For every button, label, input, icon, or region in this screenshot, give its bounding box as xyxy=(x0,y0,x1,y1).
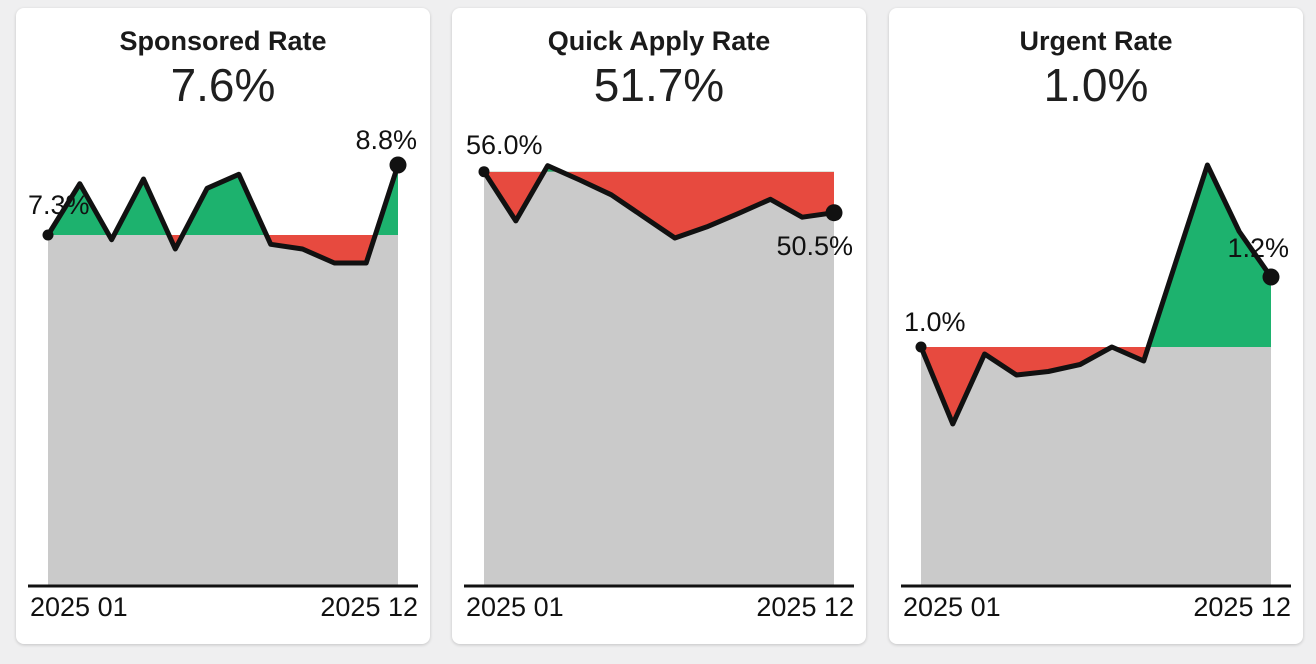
end-point-dot xyxy=(1262,268,1280,286)
above-baseline-area xyxy=(921,165,1271,347)
last-point-label: 8.8% xyxy=(355,125,417,155)
below-baseline-area xyxy=(484,171,834,238)
start-point-dot xyxy=(478,166,490,178)
kpi-card-urgent-rate: Urgent Rate 1.0% 1.0% 1.2% 2025 01 2025 … xyxy=(889,8,1303,644)
end-point-dot xyxy=(389,156,407,174)
x-axis-start-label: 2025 01 xyxy=(466,592,564,622)
x-axis-start-label: 2025 01 xyxy=(30,592,128,622)
start-point-dot xyxy=(915,341,927,353)
above-baseline-area xyxy=(544,165,562,172)
under-line-area xyxy=(921,165,1271,586)
x-axis-start-label: 2025 01 xyxy=(903,592,1001,622)
under-line-area xyxy=(48,165,398,586)
chart-current-value: 7.6% xyxy=(170,59,276,112)
x-axis-end-label: 2025 12 xyxy=(1193,592,1291,622)
last-point-label: 50.5% xyxy=(776,231,853,261)
start-point-dot xyxy=(42,229,54,241)
last-point-label: 1.2% xyxy=(1227,233,1289,263)
chart-title: Urgent Rate xyxy=(1019,26,1173,56)
trend-line xyxy=(918,162,1274,427)
chart-current-value: 51.7% xyxy=(593,59,725,112)
first-point-label: 56.0% xyxy=(466,130,543,160)
below-baseline-area xyxy=(921,347,1271,424)
x-axis-end-label: 2025 12 xyxy=(320,592,418,622)
kpi-card-sponsored-rate: Sponsored Rate 7.6% 7.3% 8.8% 2025 01 20… xyxy=(16,8,430,644)
first-point-label: 7.3% xyxy=(28,190,90,220)
kpi-card-quick-apply-rate: Quick Apply Rate 51.7% 56.0% 50.5% 2025 … xyxy=(452,8,866,644)
chart-current-value: 1.0% xyxy=(1043,59,1149,112)
above-baseline-area xyxy=(48,165,398,235)
first-point-label: 1.0% xyxy=(904,307,966,337)
end-point-dot xyxy=(825,204,843,222)
chart-title: Sponsored Rate xyxy=(119,26,327,56)
below-baseline-area xyxy=(48,235,398,263)
x-axis-end-label: 2025 12 xyxy=(756,592,854,622)
trend-line xyxy=(45,162,401,266)
under-line-area xyxy=(484,165,834,586)
chart-title: Quick Apply Rate xyxy=(547,26,771,56)
trend-line xyxy=(481,163,837,241)
